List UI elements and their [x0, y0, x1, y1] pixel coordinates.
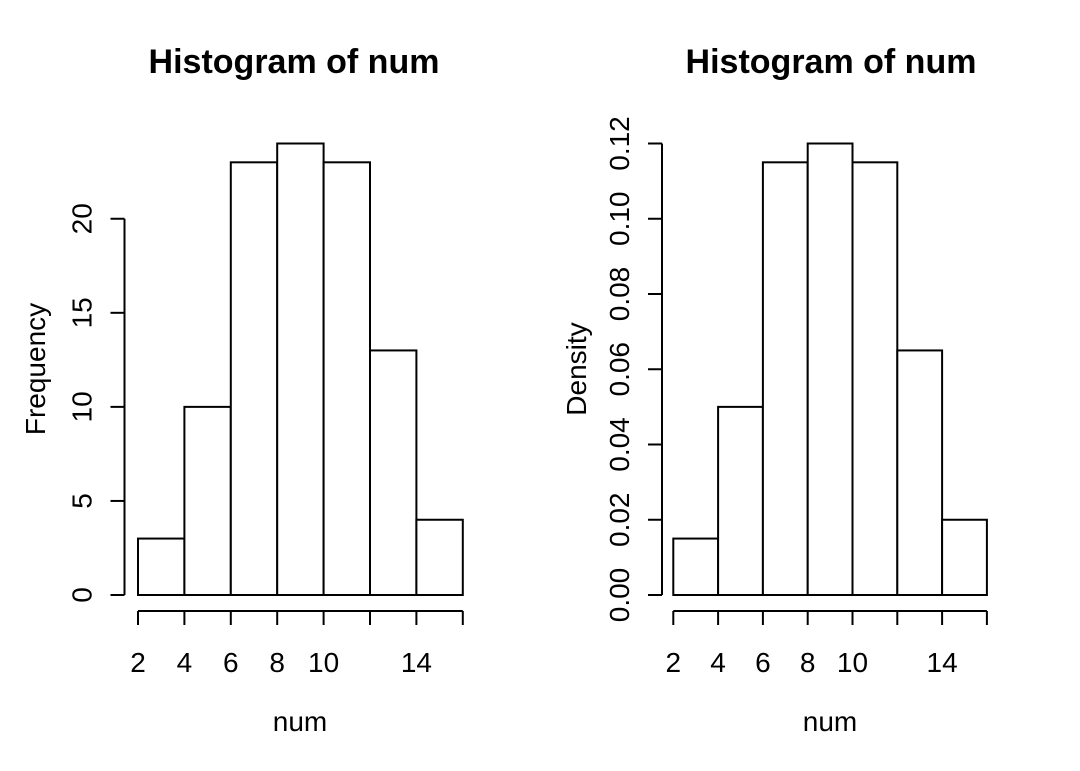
density-histogram-panel: 0.00 0.02 0.04 0.06 0.08 0.10 0.12 2 4 6 8 10 14 His…	[561, 43, 988, 737]
y-axis-label: Density	[561, 322, 592, 415]
frequency-histogram-plot-area: 0 5 10 15 20 2 4 6 8 10 14	[67, 142, 464, 678]
x-tick-label: 6	[755, 647, 771, 678]
y-tick-label: 20	[67, 203, 98, 234]
histogram-bar	[717, 405, 764, 596]
y-tick-label: 0.08	[604, 267, 635, 322]
x-tick-label: 10	[308, 647, 339, 678]
y-tick-label: 0.12	[604, 116, 635, 171]
chart-title: Histogram of num	[149, 43, 440, 81]
x-tick-label: 8	[269, 647, 285, 678]
histogram-bar	[137, 537, 186, 596]
y-tick-label: 15	[67, 297, 98, 328]
x-tick-label: 14	[927, 647, 958, 678]
y-tick-label: 5	[67, 493, 98, 509]
y-tick-label: 10	[67, 391, 98, 422]
histogram-bar	[415, 518, 464, 596]
x-tick-label: 4	[177, 647, 193, 678]
histogram-bar	[806, 142, 854, 596]
y-tick-label: 0.10	[604, 192, 635, 247]
histogram-bar	[761, 161, 809, 596]
y-tick-label: 0	[67, 587, 98, 603]
x-axis-label: num	[273, 706, 327, 737]
x-tick-label: 2	[130, 647, 146, 678]
chart-title: Histogram of num	[686, 43, 977, 81]
histogram-bar	[851, 161, 899, 596]
histogram-bar	[941, 518, 988, 596]
histogram-bar	[276, 142, 325, 596]
x-tick-label: 8	[800, 647, 816, 678]
y-tick-label: 0.00	[604, 568, 635, 623]
x-tick-label: 6	[223, 647, 239, 678]
density-histogram-plot-area: 0.00 0.02 0.04 0.06 0.08 0.10 0.12 2 4 6 8 10 14	[604, 116, 988, 678]
histogram-bar	[229, 161, 279, 596]
y-axis-label: Frequency	[20, 303, 51, 435]
histogram-bar	[896, 349, 944, 596]
histogram-bar	[672, 537, 720, 596]
y-tick-label: 0.06	[604, 342, 635, 397]
x-tick-label: 10	[837, 647, 868, 678]
histogram-bar	[322, 161, 372, 596]
frequency-histogram-panel: 0 5 10 15 20 2 4 6 8 10 14 Histogram of num num Fr…	[20, 43, 464, 737]
x-axis-label: num	[803, 706, 857, 737]
x-tick-label: 2	[666, 647, 682, 678]
x-tick-label: 14	[401, 647, 432, 678]
histogram-bar	[183, 405, 232, 596]
histogram-bar	[369, 349, 418, 596]
y-tick-label: 0.04	[604, 417, 635, 472]
y-tick-label: 0.02	[604, 493, 635, 548]
x-tick-label: 4	[710, 647, 726, 678]
